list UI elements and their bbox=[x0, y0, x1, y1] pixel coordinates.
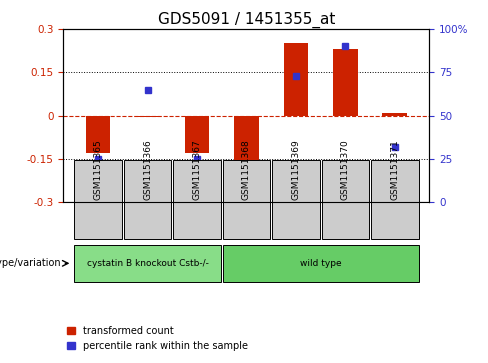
FancyBboxPatch shape bbox=[74, 160, 122, 240]
Text: genotype/variation: genotype/variation bbox=[0, 258, 61, 268]
FancyBboxPatch shape bbox=[74, 245, 221, 282]
Bar bbox=[135, 116, 160, 117]
Text: GSM1151371: GSM1151371 bbox=[390, 139, 399, 200]
FancyBboxPatch shape bbox=[173, 160, 221, 240]
Text: GSM1151368: GSM1151368 bbox=[242, 139, 251, 200]
Bar bbox=[184, 116, 209, 153]
FancyBboxPatch shape bbox=[223, 160, 270, 240]
Text: GSM1151370: GSM1151370 bbox=[341, 139, 350, 200]
Bar bbox=[234, 116, 259, 201]
Text: cystatin B knockout Cstb-/-: cystatin B knockout Cstb-/- bbox=[86, 259, 208, 268]
Bar bbox=[284, 44, 308, 116]
Bar bbox=[383, 113, 407, 116]
FancyBboxPatch shape bbox=[272, 160, 320, 240]
FancyBboxPatch shape bbox=[322, 160, 369, 240]
Text: GSM1151367: GSM1151367 bbox=[192, 139, 202, 200]
Text: GSM1151369: GSM1151369 bbox=[291, 139, 301, 200]
FancyBboxPatch shape bbox=[124, 160, 171, 240]
Text: GSM1151365: GSM1151365 bbox=[94, 139, 102, 200]
Bar bbox=[333, 49, 358, 116]
Text: wild type: wild type bbox=[300, 259, 342, 268]
Legend: transformed count, percentile rank within the sample: transformed count, percentile rank withi… bbox=[63, 322, 252, 355]
FancyBboxPatch shape bbox=[371, 160, 419, 240]
Text: GSM1151366: GSM1151366 bbox=[143, 139, 152, 200]
Bar bbox=[86, 116, 110, 153]
FancyBboxPatch shape bbox=[223, 245, 419, 282]
Title: GDS5091 / 1451355_at: GDS5091 / 1451355_at bbox=[158, 12, 335, 28]
